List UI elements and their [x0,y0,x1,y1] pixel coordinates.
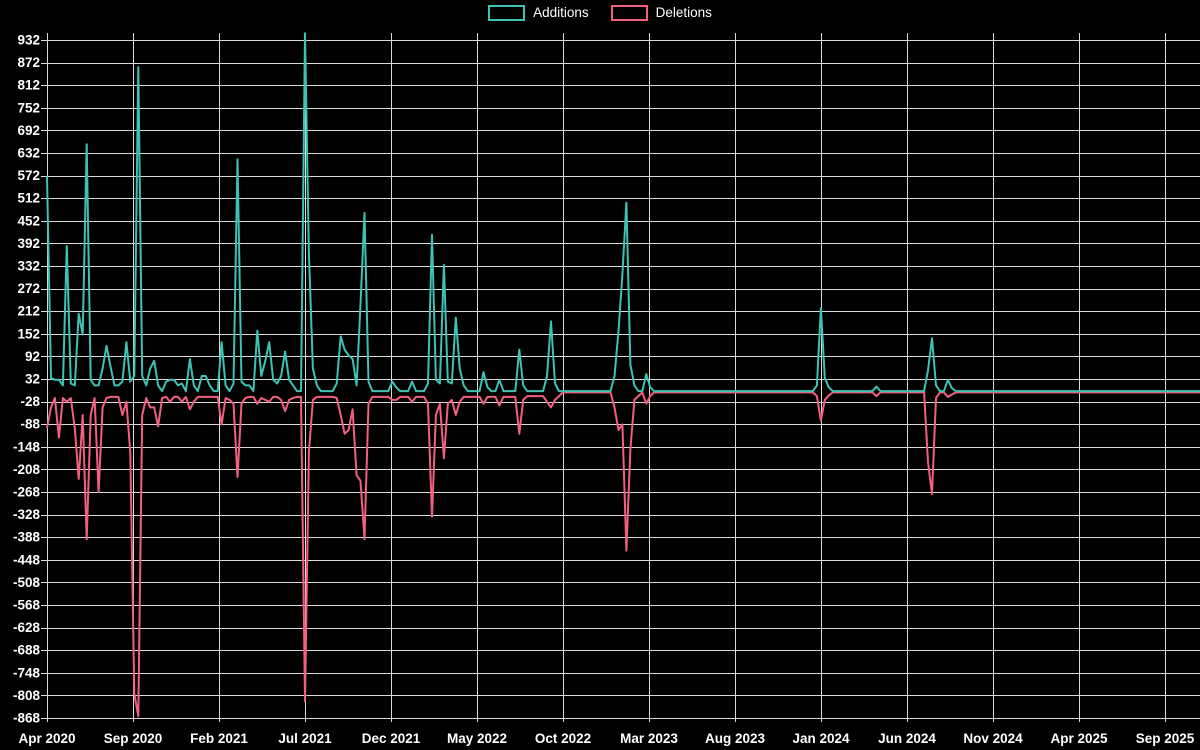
svg-text:212: 212 [17,304,40,319]
svg-text:Apr 2020: Apr 2020 [18,731,75,746]
svg-text:Dec 2021: Dec 2021 [362,731,421,746]
svg-text:572: 572 [17,168,40,183]
legend-deletions-label: Deletions [655,5,712,20]
deletions-swatch-icon [610,5,648,21]
svg-text:-748: -748 [13,665,41,680]
svg-text:-568: -568 [13,598,41,613]
legend-additions-label: Additions [533,5,589,20]
svg-text:Mar 2023: Mar 2023 [620,731,678,746]
svg-text:92: 92 [25,349,40,364]
svg-text:-148: -148 [13,439,41,454]
svg-text:812: 812 [17,78,40,93]
svg-text:152: 152 [17,326,40,341]
legend-item-additions[interactable]: Additions [488,4,589,22]
svg-text:Nov 2024: Nov 2024 [963,731,1023,746]
svg-text:-448: -448 [13,552,41,567]
svg-text:-628: -628 [13,620,41,635]
chart-legend: Additions Deletions [0,4,1200,22]
svg-text:Jun 2024: Jun 2024 [878,731,936,746]
svg-text:932: 932 [17,33,40,48]
svg-text:332: 332 [17,259,40,274]
svg-text:692: 692 [17,123,40,138]
svg-text:32: 32 [25,372,40,387]
svg-text:-868: -868 [13,711,41,726]
svg-text:Jul 2021: Jul 2021 [278,731,332,746]
svg-text:-508: -508 [13,575,41,590]
svg-text:Jan 2024: Jan 2024 [792,731,850,746]
svg-text:392: 392 [17,236,40,251]
svg-text:Aug 2023: Aug 2023 [705,731,766,746]
svg-text:-388: -388 [13,530,41,545]
svg-text:Apr 2025: Apr 2025 [1050,731,1108,746]
svg-text:272: 272 [17,281,40,296]
svg-text:-328: -328 [13,507,41,522]
svg-text:Sep 2020: Sep 2020 [104,731,163,746]
deletions-line[interactable] [46,391,1200,718]
additions-line[interactable] [46,32,1200,393]
svg-text:May 2022: May 2022 [447,731,507,746]
legend-item-deletions[interactable]: Deletions [610,4,712,22]
y-axis-labels: 932 872 812 752 692 632 572 512 452 392 332 272 212 1… [13,33,41,726]
svg-text:632: 632 [17,146,40,161]
additions-swatch-icon [488,5,526,21]
svg-text:512: 512 [17,191,40,206]
svg-text:752: 752 [17,100,40,115]
svg-text:872: 872 [17,55,40,70]
svg-text:-688: -688 [13,643,41,658]
svg-text:-28: -28 [20,394,40,409]
svg-text:-208: -208 [13,462,41,477]
x-axis-labels: Apr 2020 Sep 2020 Feb 2021 Jul 2021 Dec 2021… [18,731,1194,746]
svg-text:Oct 2022: Oct 2022 [535,731,591,746]
svg-text:452: 452 [17,213,40,228]
svg-text:Feb 2021: Feb 2021 [190,731,248,746]
svg-text:Sep 2025: Sep 2025 [1136,731,1195,746]
svg-text:-88: -88 [20,417,40,432]
svg-text:-808: -808 [13,688,41,703]
svg-text:-268: -268 [13,485,41,500]
